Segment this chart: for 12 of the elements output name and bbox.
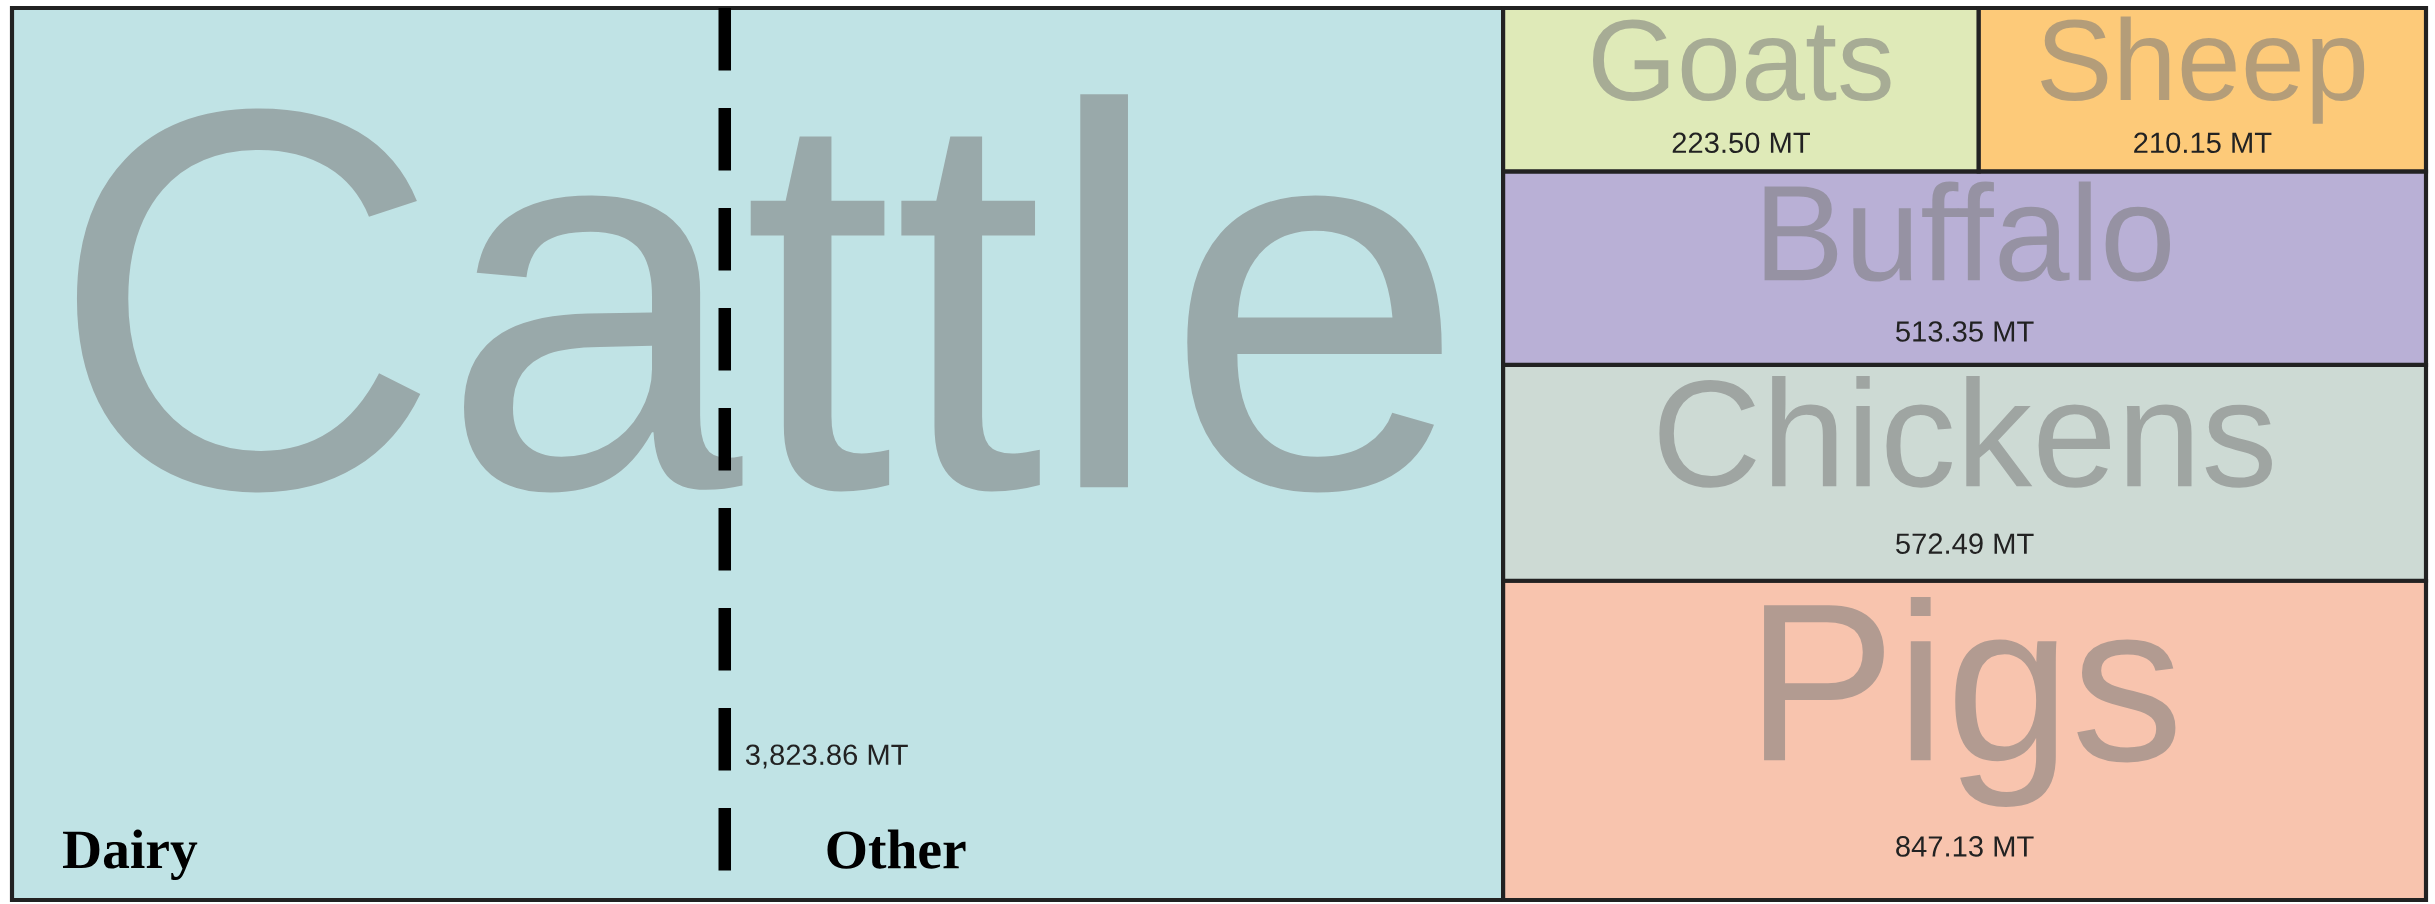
data-label: 847.13 MT — [1896, 836, 2034, 857]
data-label: 223.50 MT — [1672, 132, 1810, 154]
category-label: Cattle — [76, 94, 1442, 493]
data-label: 572.49 MT — [1896, 533, 2034, 555]
data-label: 210.15 MT — [2134, 132, 2272, 154]
text: Dairy — [62, 829, 198, 880]
text: Other — [827, 829, 966, 869]
category-label: Sheep — [2041, 16, 2365, 124]
category-label: Goats — [1593, 19, 1891, 102]
data-label: 513.35 MT — [1896, 321, 2034, 342]
data-label: 3,823.86 MT — [745, 744, 908, 769]
category-label: Pigs — [1764, 597, 2176, 807]
